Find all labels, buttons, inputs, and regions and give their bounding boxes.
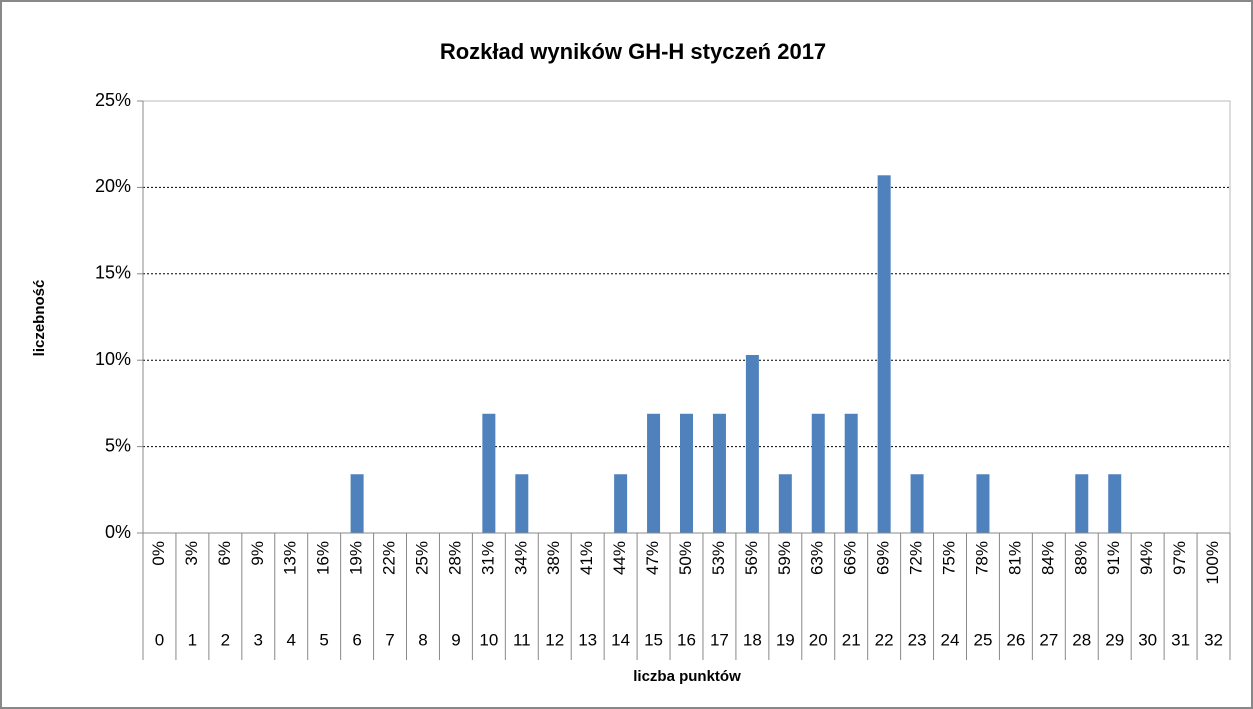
x-tick-label: 20: [809, 630, 828, 649]
x-tick-label: 28%: [445, 541, 464, 575]
x-tick-label: 7: [385, 630, 394, 649]
y-tick-label: 0%: [105, 522, 131, 542]
x-tick-label: 16%: [314, 541, 333, 575]
x-tick-label: 31: [1171, 630, 1190, 649]
x-tick-label: 21: [842, 630, 861, 649]
y-axis-title: liczebność: [31, 280, 48, 357]
x-tick-label: 94%: [1137, 541, 1156, 575]
x-tick-label: 100%: [1203, 541, 1222, 584]
bar: [350, 474, 364, 533]
x-tick-label: 27: [1039, 630, 1058, 649]
x-tick-label: 18: [743, 630, 762, 649]
x-tick-label: 78%: [972, 541, 991, 575]
y-tick-label: 15%: [95, 263, 131, 283]
y-tick-label: 5%: [105, 435, 131, 455]
bar: [482, 413, 496, 533]
x-tick-label: 29: [1105, 630, 1124, 649]
x-tick-label: 97%: [1170, 541, 1189, 575]
x-tick-label: 15: [644, 630, 663, 649]
x-tick-label: 11: [513, 630, 531, 649]
x-tick-label: 17: [710, 630, 729, 649]
x-tick-label: 12: [545, 630, 564, 649]
x-tick-label: 63%: [808, 541, 827, 575]
x-tick-label: 19%: [347, 541, 366, 575]
x-tick-label: 3: [254, 630, 263, 649]
bar: [1108, 474, 1122, 533]
x-tick-label: 38%: [544, 541, 563, 575]
x-tick-label: 0%: [149, 541, 168, 566]
x-tick-label: 44%: [610, 541, 629, 575]
x-tick-label: 81%: [1005, 541, 1024, 575]
x-tick-label: 75%: [939, 541, 958, 575]
x-tick-label: 14: [611, 630, 630, 649]
x-tick-label: 23: [908, 630, 927, 649]
bar: [680, 413, 693, 533]
y-tick-label: 10%: [95, 349, 131, 369]
x-tick-label: 19: [776, 630, 795, 649]
x-tick-label: 72%: [907, 541, 926, 575]
x-tick-label: 31%: [478, 541, 497, 575]
x-tick-label: 56%: [742, 541, 761, 575]
x-tick-label: 1: [188, 630, 197, 649]
x-tick-label: 34%: [511, 541, 530, 575]
bar: [647, 413, 661, 533]
x-tick-label: 0: [155, 630, 164, 649]
bar: [778, 474, 792, 533]
x-tick-label: 84%: [1038, 541, 1057, 575]
x-tick-label: 91%: [1104, 541, 1123, 575]
x-tick-label: 8: [418, 630, 427, 649]
x-tick-label: 66%: [841, 541, 860, 575]
bar: [745, 355, 759, 533]
bar: [877, 175, 891, 533]
bar: [844, 413, 858, 533]
bar: [910, 474, 924, 533]
x-tick-label: 24: [941, 630, 960, 649]
x-tick-label: 5: [319, 630, 328, 649]
y-tick-label: 20%: [95, 176, 131, 196]
x-tick-label: 53%: [709, 541, 728, 575]
x-tick-label: 3%: [182, 541, 201, 566]
x-tick-label: 9: [451, 630, 460, 649]
x-tick-label: 13: [578, 630, 597, 649]
x-tick-label: 26: [1006, 630, 1025, 649]
bar: [712, 413, 726, 533]
x-tick-label: 25%: [412, 541, 431, 575]
chart-title: Rozkład wyników GH-H styczeń 2017: [440, 39, 826, 64]
x-tick-label: 59%: [775, 541, 794, 575]
bar: [515, 474, 529, 533]
x-tick-label: 69%: [874, 541, 893, 575]
x-tick-label: 10: [479, 630, 498, 649]
x-tick-label: 4: [286, 630, 295, 649]
x-tick-label: 6: [352, 630, 361, 649]
bar: [976, 474, 990, 533]
x-tick-label: 88%: [1071, 541, 1090, 575]
bar: [1075, 474, 1089, 533]
x-tick-label: 2: [221, 630, 230, 649]
x-axis-title: liczba punktów: [633, 668, 741, 685]
x-tick-label: 22: [875, 630, 894, 649]
x-tick-label: 30: [1138, 630, 1157, 649]
bar: [614, 474, 628, 533]
x-tick-label: 25: [973, 630, 992, 649]
x-tick-label: 6%: [215, 541, 234, 566]
x-tick-label: 13%: [281, 541, 300, 575]
y-tick-label: 25%: [95, 90, 131, 110]
x-tick-label: 50%: [676, 541, 695, 575]
x-tick-label: 28: [1072, 630, 1091, 649]
x-tick-label: 22%: [380, 541, 399, 575]
x-tick-label: 47%: [643, 541, 662, 575]
x-tick-label: 41%: [577, 541, 596, 575]
x-tick-label: 32: [1204, 630, 1223, 649]
x-tick-label: 9%: [248, 541, 267, 566]
x-tick-label: 16: [677, 630, 696, 649]
bar: [811, 413, 825, 533]
